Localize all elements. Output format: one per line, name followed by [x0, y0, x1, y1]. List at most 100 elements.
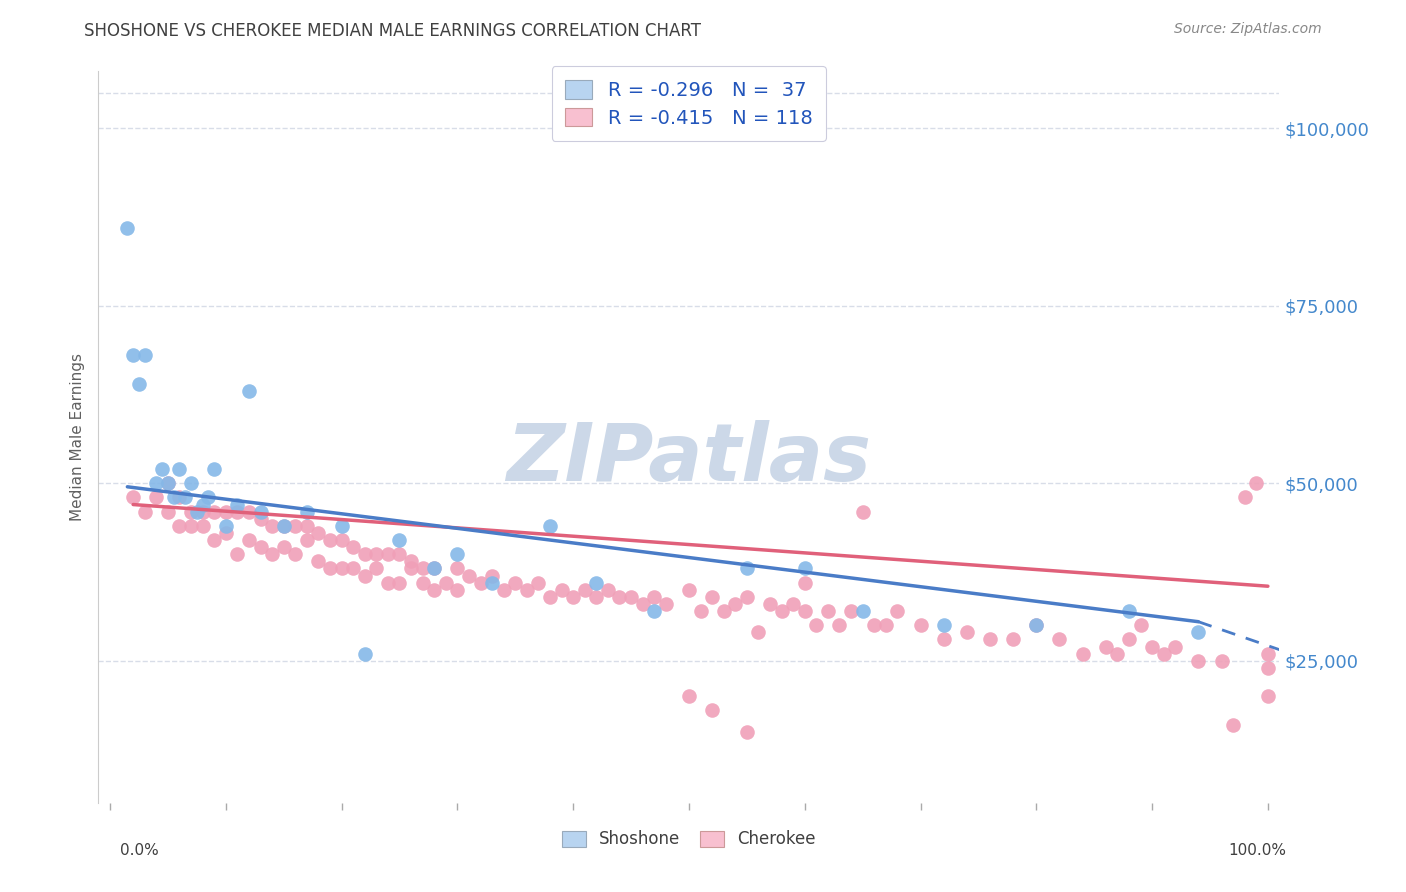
Point [828, 618, 851, 632]
Point [295, 519, 318, 533]
Point [180, 476, 202, 491]
Point [434, 575, 457, 590]
Point [735, 561, 758, 575]
Point [366, 561, 388, 575]
Point [1257, 690, 1279, 704]
Point [399, 554, 422, 568]
Point [284, 519, 307, 533]
Point [1246, 476, 1268, 491]
Point [806, 618, 828, 632]
Point [202, 533, 225, 547]
Point [295, 533, 318, 547]
Point [932, 618, 955, 632]
Point [1025, 618, 1047, 632]
Point [342, 540, 364, 554]
Point [156, 476, 179, 491]
Point [724, 597, 747, 611]
Point [713, 604, 735, 618]
Point [932, 632, 955, 647]
Point [1222, 717, 1244, 731]
Point [863, 618, 886, 632]
Point [585, 575, 607, 590]
Point [574, 582, 596, 597]
Point [226, 505, 249, 519]
Point [620, 590, 643, 604]
Point [226, 498, 249, 512]
Point [273, 519, 295, 533]
Point [481, 575, 503, 590]
Point [1049, 632, 1071, 647]
Point [180, 505, 202, 519]
Point [169, 519, 191, 533]
Text: ZIPatlas: ZIPatlas [506, 420, 872, 498]
Point [1071, 647, 1094, 661]
Point [759, 597, 782, 611]
Point [492, 582, 515, 597]
Point [191, 519, 214, 533]
Point [186, 505, 208, 519]
Point [747, 625, 769, 640]
Point [319, 533, 342, 547]
Point [180, 519, 202, 533]
Point [1094, 640, 1116, 654]
Point [446, 547, 468, 561]
Point [156, 476, 179, 491]
Point [631, 597, 654, 611]
Text: SHOSHONE VS CHEROKEE MEDIAN MALE EARNINGS CORRELATION CHART: SHOSHONE VS CHEROKEE MEDIAN MALE EARNING… [84, 22, 702, 40]
Point [678, 582, 700, 597]
Point [481, 568, 503, 582]
Point [273, 519, 295, 533]
Point [215, 525, 238, 540]
Point [191, 505, 214, 519]
Point [538, 590, 561, 604]
Point [156, 505, 179, 519]
Point [643, 590, 665, 604]
Point [655, 597, 678, 611]
Point [1118, 632, 1140, 647]
Point [1257, 647, 1279, 661]
Point [122, 491, 145, 505]
Point [388, 533, 411, 547]
Point [330, 533, 353, 547]
Point [1187, 625, 1209, 640]
Point [215, 505, 238, 519]
Point [516, 582, 538, 597]
Point [191, 498, 214, 512]
Point [134, 505, 156, 519]
Point [169, 462, 191, 476]
Point [412, 561, 434, 575]
Point [174, 491, 197, 505]
Legend: Shoshone, Cherokee: Shoshone, Cherokee [554, 822, 824, 856]
Point [377, 547, 399, 561]
Point [550, 582, 572, 597]
Point [366, 547, 388, 561]
Point [562, 590, 585, 604]
Point [150, 462, 173, 476]
Point [458, 568, 481, 582]
Point [1025, 618, 1047, 632]
Text: 0.0%: 0.0% [120, 843, 159, 858]
Point [342, 561, 364, 575]
Point [609, 590, 631, 604]
Point [793, 604, 815, 618]
Point [307, 525, 329, 540]
Point [875, 618, 897, 632]
Point [197, 491, 219, 505]
Point [202, 462, 225, 476]
Point [249, 540, 271, 554]
Point [678, 690, 700, 704]
Point [1164, 640, 1187, 654]
Point [262, 519, 284, 533]
Point [122, 348, 145, 362]
Point [643, 604, 665, 618]
Point [128, 376, 150, 391]
Point [388, 547, 411, 561]
Point [1153, 647, 1175, 661]
Point [353, 568, 375, 582]
Point [470, 575, 492, 590]
Point [202, 505, 225, 519]
Point [1233, 491, 1256, 505]
Point [503, 575, 526, 590]
Point [238, 505, 260, 519]
Point [377, 575, 399, 590]
